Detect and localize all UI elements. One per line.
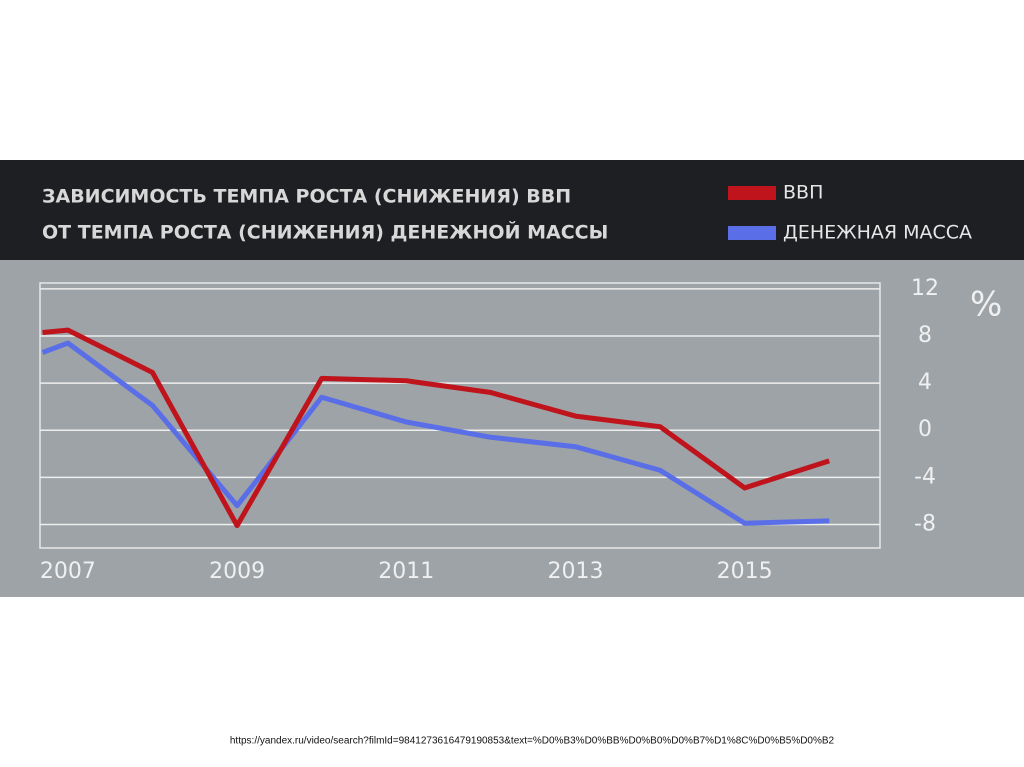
legend-swatch bbox=[728, 226, 776, 240]
x-tick-label: 2013 bbox=[547, 559, 603, 584]
y-tick-label: -4 bbox=[914, 464, 936, 489]
y-tick-label: 8 bbox=[918, 323, 932, 348]
title-band bbox=[0, 160, 1024, 260]
y-tick-label: -8 bbox=[914, 511, 936, 536]
x-tick-label: 2015 bbox=[717, 559, 773, 584]
x-tick-label: 2011 bbox=[378, 559, 434, 584]
y-tick-label: 0 bbox=[918, 417, 932, 442]
legend-label: ДЕНЕЖНАЯ МАССА bbox=[783, 222, 972, 244]
x-tick-label: 2009 bbox=[209, 559, 265, 584]
x-tick-label: 2007 bbox=[40, 559, 96, 584]
plot-frame bbox=[39, 282, 881, 549]
chart-title: ОТ ТЕМПА РОСТА (СНИЖЕНИЯ) ДЕНЕЖНОЙ МАССЫ bbox=[42, 221, 608, 244]
series-line bbox=[42, 327, 831, 529]
y-tick-label: 12 bbox=[911, 276, 939, 301]
y-unit: % bbox=[970, 285, 1002, 325]
source-url: https://yandex.ru/video/search?filmId=98… bbox=[230, 736, 835, 747]
series-line bbox=[41, 340, 830, 526]
chart-background bbox=[0, 260, 1024, 597]
legend-swatch bbox=[728, 186, 776, 200]
y-tick-label: 4 bbox=[918, 370, 932, 395]
chart-title: ЗАВИСИМОСТЬ ТЕМПА РОСТА (СНИЖЕНИЯ) ВВП bbox=[42, 186, 571, 208]
legend-label: ВВП bbox=[783, 182, 823, 204]
